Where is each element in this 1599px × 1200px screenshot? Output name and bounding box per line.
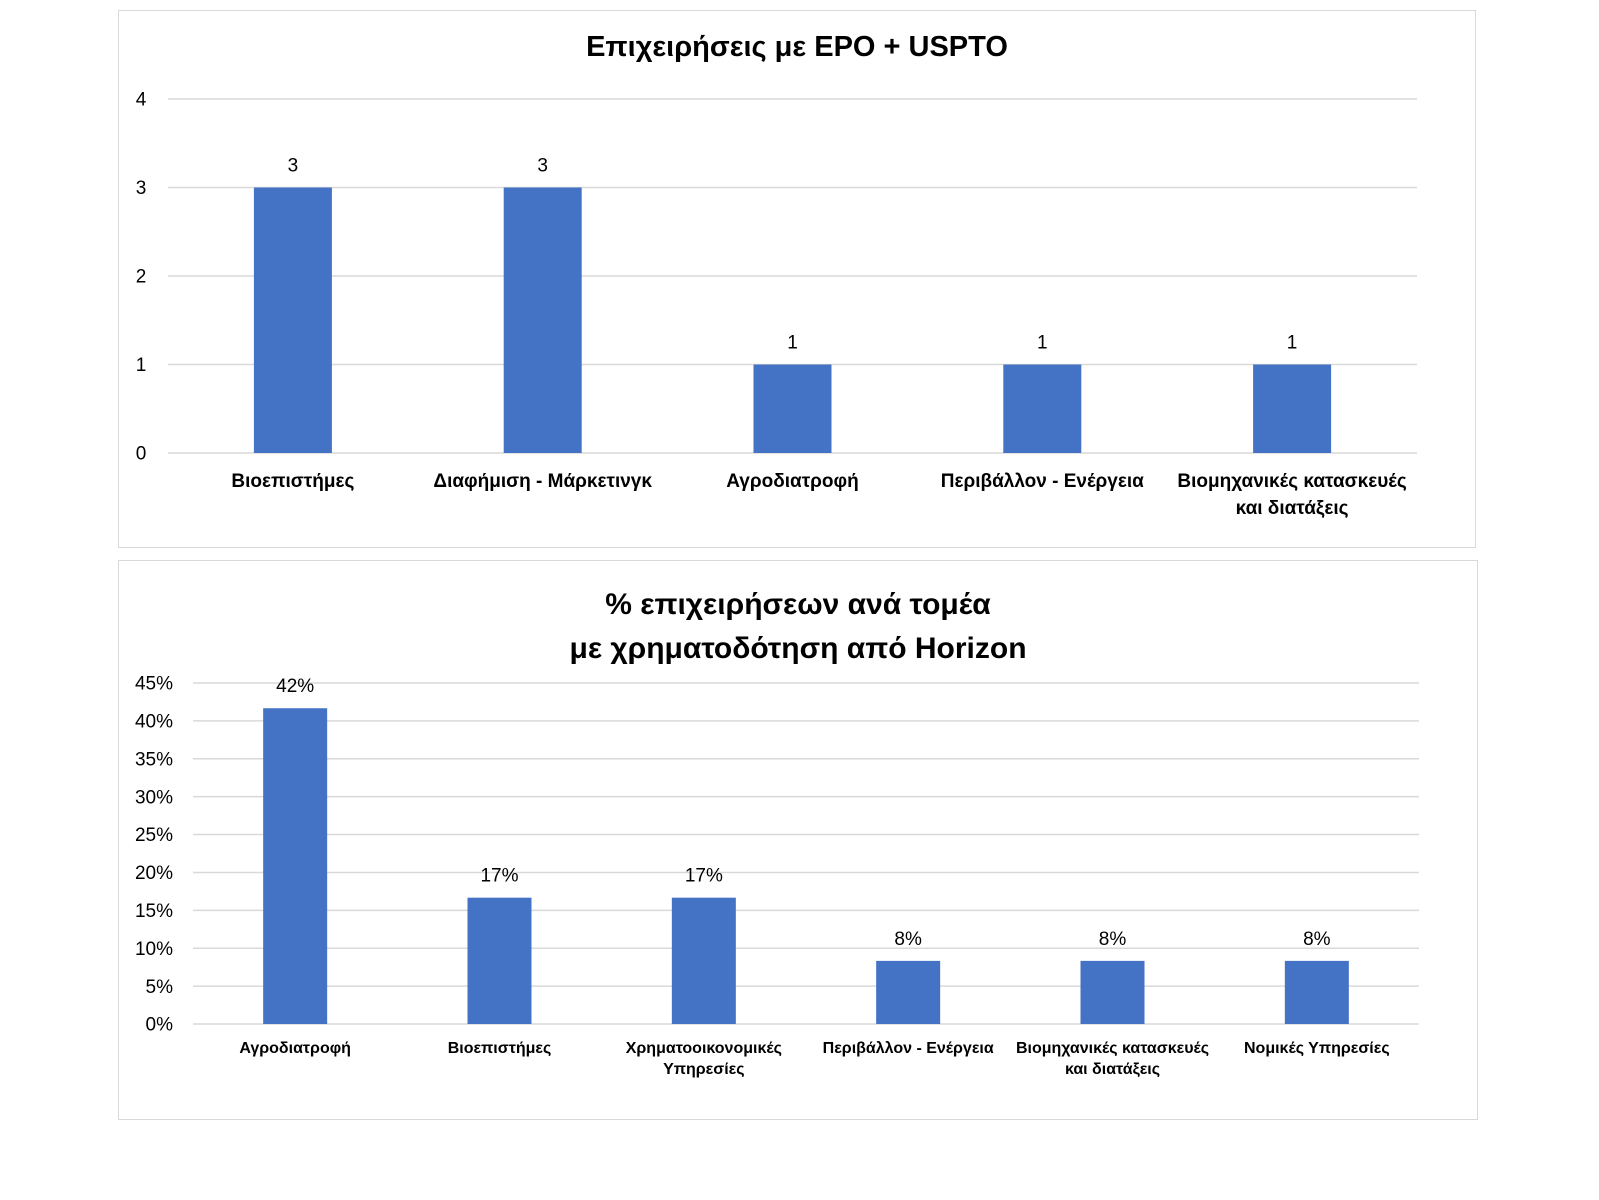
data-label: 42% <box>276 676 314 697</box>
y-tick-label: 0 <box>136 444 147 465</box>
x-tick-label: Βιοεπιστήμες <box>231 471 354 492</box>
y-tick-label: 4 <box>136 90 147 111</box>
x-tick-label: Βιομηχανικές κατασκευές <box>1177 471 1406 492</box>
data-label: 3 <box>288 156 299 177</box>
x-tick-label: Αγροδιατροφή <box>726 471 858 492</box>
bar <box>1284 960 1349 1024</box>
data-label: 3 <box>537 156 548 177</box>
y-tick-label: 40% <box>135 712 173 733</box>
x-tick-label: Υπηρεσίες <box>663 1061 745 1078</box>
x-tick-label: Διαφήμιση - Μάρκετινγκ <box>433 471 652 492</box>
data-label: 17% <box>685 866 723 887</box>
chart-panel-horizon: % επιχειρήσεων ανά τομέα με χρηματοδότησ… <box>118 560 1478 1120</box>
chart-title: % επιχειρήσεων ανά τομέα με χρηματοδότησ… <box>569 588 1027 665</box>
data-label: 8% <box>1099 929 1127 950</box>
y-tick-label: 30% <box>135 787 173 808</box>
data-label: 1 <box>1287 333 1298 354</box>
data-label: 1 <box>1037 333 1048 354</box>
y-tick-label: 5% <box>146 977 174 998</box>
data-label: 1 <box>787 333 798 354</box>
y-tick-label: 0% <box>146 1015 174 1036</box>
bar <box>1003 364 1082 453</box>
y-tick-label: 20% <box>135 863 173 884</box>
bar <box>876 960 941 1024</box>
y-tick-label: 2 <box>136 267 147 288</box>
bar <box>753 364 832 453</box>
y-tick-label: 1 <box>136 355 147 376</box>
data-label: 17% <box>480 866 518 887</box>
bar <box>1080 960 1145 1024</box>
bar-chart-epo-uspto: 0 1 2 3 4 3 Βιοεπιστήμες 3 Διαφήμιση - Μάρκετινγ… <box>136 90 1417 519</box>
chart-title: Επιχειρήσεις με EPO + USPTO <box>586 31 1008 63</box>
x-tick-label: Αγροδιατροφή <box>239 1040 351 1057</box>
y-tick-label: 15% <box>135 901 173 922</box>
x-tick-label: Νομικές Υπηρεσίες <box>1244 1040 1390 1057</box>
x-tick-label: Βιομηχανικές κατασκευές <box>1016 1040 1209 1057</box>
x-tick-label: Περιβάλλον - Ενέργεια <box>941 471 1144 492</box>
bar <box>503 187 582 453</box>
x-tick-label: και διατάξεις <box>1236 498 1349 519</box>
bar <box>467 897 532 1024</box>
bar <box>1253 364 1332 453</box>
y-tick-label: 45% <box>135 674 173 695</box>
x-tick-label: Χρηματοοικονομικές <box>626 1040 782 1057</box>
bar <box>671 897 736 1024</box>
x-tick-label: Περιβάλλον - Ενέργεια <box>823 1040 994 1057</box>
y-tick-label: 25% <box>135 825 173 846</box>
data-label: 8% <box>1303 929 1331 950</box>
chart-panel-epo-uspto: Επιχειρήσεις με EPO + USPTO 0 1 2 3 4 3 Βιοεπι… <box>118 10 1476 548</box>
y-tick-label: 3 <box>136 178 147 199</box>
data-label: 8% <box>894 929 922 950</box>
bar <box>263 708 328 1024</box>
x-tick-label: Βιοεπιστήμες <box>448 1040 552 1057</box>
y-tick-label: 10% <box>135 939 173 960</box>
bar <box>253 187 332 453</box>
bar-chart-horizon: 0% 5% 10% 15% 20% 25% 30% 35% 40% 45% 42% Αγροδιατρ… <box>135 674 1419 1078</box>
x-tick-label: και διατάξεις <box>1065 1061 1160 1078</box>
y-tick-label: 35% <box>135 749 173 770</box>
